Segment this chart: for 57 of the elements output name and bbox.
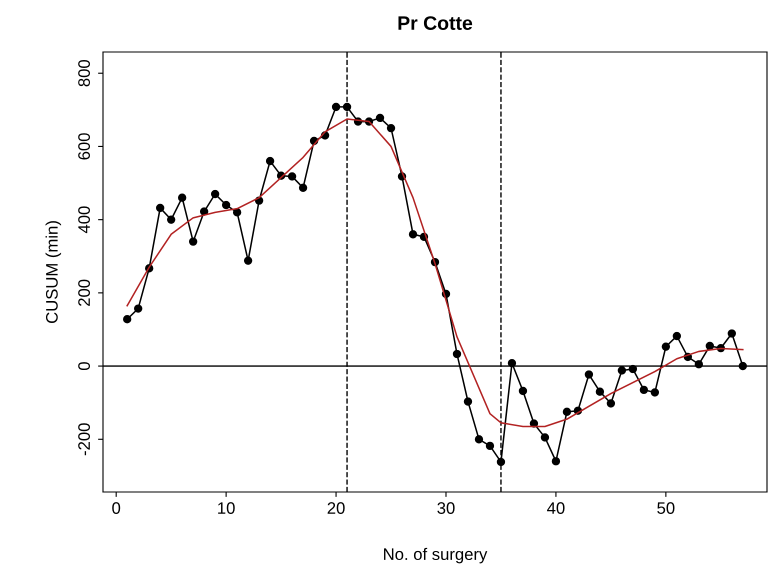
point <box>452 350 462 358</box>
point <box>486 442 494 450</box>
point <box>232 208 242 216</box>
point <box>376 114 384 122</box>
point <box>222 200 230 210</box>
point <box>640 386 648 394</box>
point <box>156 204 164 212</box>
point <box>508 358 516 368</box>
point <box>464 397 472 406</box>
point <box>188 237 198 246</box>
point <box>662 342 670 351</box>
point <box>540 433 550 442</box>
point <box>628 364 638 374</box>
point <box>650 388 660 397</box>
y-tick-label: 800 <box>78 60 90 86</box>
point <box>562 408 572 416</box>
chart-title: Pr Cotte <box>398 16 472 30</box>
x-tick-label: 30 <box>437 502 455 514</box>
point <box>474 435 484 444</box>
x-tick-label: 0 <box>112 502 120 514</box>
point <box>606 399 616 408</box>
point <box>496 458 506 466</box>
point <box>728 329 736 338</box>
y-tick-label: 400 <box>78 206 90 234</box>
point <box>166 215 176 224</box>
point <box>738 362 747 370</box>
x-tick-label: 40 <box>547 502 565 514</box>
y-tick-label: 600 <box>78 133 90 160</box>
y-tick-label: 200 <box>78 280 90 306</box>
line-series <box>126 118 744 428</box>
x-tick-label: 20 <box>328 502 345 514</box>
y-axis-title: CUSUM (min) <box>46 221 62 323</box>
point <box>618 366 626 375</box>
point <box>332 102 340 112</box>
point <box>672 332 682 340</box>
point <box>584 370 594 379</box>
point <box>134 304 142 313</box>
y-tick-label: -200 <box>78 423 90 456</box>
point <box>298 184 308 192</box>
x-tick-label: 50 <box>657 502 674 514</box>
point <box>518 386 528 396</box>
point <box>178 194 186 202</box>
point <box>210 190 220 198</box>
point <box>288 172 296 181</box>
point <box>408 230 418 238</box>
point <box>123 315 132 324</box>
point <box>386 124 396 132</box>
point <box>342 102 352 112</box>
point <box>266 156 274 166</box>
y-tick-label: 0 <box>78 362 90 370</box>
x-axis-title: No. of surgery <box>384 548 488 564</box>
point <box>552 457 560 466</box>
x-tick-label: 10 <box>218 502 235 514</box>
point <box>244 256 252 265</box>
point <box>596 388 604 396</box>
point <box>694 360 704 368</box>
point <box>706 342 714 350</box>
